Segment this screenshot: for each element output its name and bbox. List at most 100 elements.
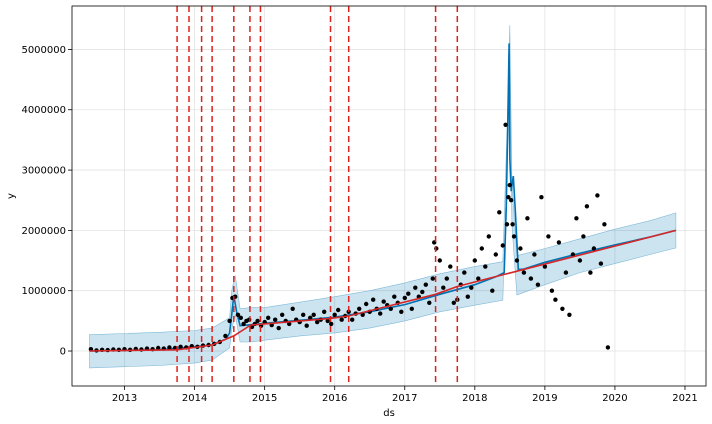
observed-point — [528, 276, 534, 281]
observed-point — [336, 307, 341, 313]
observed-point — [448, 264, 453, 269]
observed-point — [500, 243, 505, 248]
observed-point — [399, 309, 404, 314]
y-tick-label: 3000000 — [21, 166, 66, 177]
observed-point — [472, 258, 477, 263]
observed-point — [371, 297, 376, 302]
observed-point — [479, 246, 484, 251]
observed-point — [406, 291, 411, 296]
observed-point — [325, 318, 330, 324]
observed-point — [507, 182, 512, 188]
observed-point — [588, 270, 593, 275]
observed-point — [235, 312, 241, 317]
observed-point — [497, 210, 502, 215]
observed-point — [223, 333, 228, 339]
observed-point — [273, 317, 278, 322]
observed-point — [553, 297, 558, 302]
observed-point — [357, 306, 362, 311]
x-tick-label: 2014 — [182, 393, 207, 404]
observed-point — [483, 264, 488, 269]
observed-point — [577, 258, 583, 263]
observed-point — [423, 282, 428, 287]
observed-point — [602, 222, 607, 227]
trend-line-layer — [89, 229, 677, 352]
x-tick-label: 2020 — [602, 393, 627, 404]
observed-point — [506, 195, 511, 200]
observed-point — [315, 319, 320, 325]
observed-point — [539, 195, 544, 200]
observed-point — [574, 216, 579, 221]
observed-point — [584, 204, 590, 209]
observed-point — [301, 312, 306, 317]
observed-point — [364, 301, 369, 307]
observed-point — [304, 323, 309, 328]
observed-point — [509, 198, 514, 203]
observed-point — [570, 252, 576, 257]
observed-point — [521, 270, 527, 275]
observed-point — [420, 289, 425, 295]
observed-point — [532, 252, 537, 257]
observed-point — [535, 282, 541, 287]
y-tick-label: 4000000 — [21, 105, 66, 116]
observed-point — [598, 261, 604, 266]
observed-point — [339, 317, 344, 322]
x-axis-label: ds — [383, 408, 395, 419]
x-tick-label: 2019 — [532, 393, 557, 404]
observed-point — [437, 258, 442, 263]
y-tick-label: 1000000 — [21, 286, 66, 297]
observed-point — [388, 306, 393, 311]
observed-point — [581, 234, 586, 239]
forecast-line — [89, 43, 677, 352]
observed-point — [381, 299, 386, 304]
observed-point — [227, 318, 232, 324]
observed-point — [360, 312, 365, 317]
observed-point — [402, 295, 407, 301]
observed-points-layer — [88, 122, 611, 353]
observed-point — [493, 252, 498, 257]
observed-point — [329, 321, 334, 327]
observed-point — [409, 306, 414, 311]
y-axis-ticks: 0 1000000 2000000 3000000 4000000 5000000 — [21, 45, 72, 358]
observed-point — [280, 312, 285, 317]
x-tick-label: 2013 — [112, 393, 137, 404]
observed-point — [241, 321, 246, 327]
x-axis-ticks: 2013 2014 2015 2016 2017 2018 2019 2020 2021 — [112, 386, 698, 404]
observed-point — [567, 312, 572, 317]
observed-point — [605, 345, 611, 350]
trend-line — [89, 229, 677, 352]
observed-point — [378, 311, 383, 316]
changepoint-lines-layer — [176, 6, 459, 386]
observed-point — [546, 234, 551, 239]
observed-point — [556, 240, 562, 245]
observed-point — [542, 264, 548, 269]
observed-point — [595, 193, 600, 198]
observed-point — [287, 321, 292, 327]
observed-point — [255, 318, 260, 324]
observed-point — [465, 294, 470, 299]
observed-point — [525, 216, 530, 221]
observed-point — [266, 315, 271, 320]
observed-point — [430, 276, 435, 281]
observed-point — [476, 276, 481, 281]
observed-point — [462, 270, 467, 275]
observed-point — [311, 312, 316, 317]
gridlines — [72, 6, 706, 386]
observed-point — [322, 309, 327, 314]
x-tick-label: 2015 — [252, 393, 277, 404]
observed-point — [511, 234, 517, 239]
observed-point — [560, 306, 565, 311]
y-tick-label: 2000000 — [21, 226, 66, 237]
observed-point — [591, 246, 597, 251]
plot-area — [72, 6, 706, 386]
observed-point — [451, 300, 456, 305]
observed-point — [514, 258, 520, 263]
x-tick-label: 2017 — [392, 393, 417, 404]
observed-point — [413, 285, 418, 290]
x-tick-label: 2018 — [462, 393, 487, 404]
x-tick-label: 2021 — [672, 393, 697, 404]
observed-point — [469, 285, 474, 290]
observed-point — [332, 312, 337, 317]
observed-point — [549, 288, 555, 293]
forecast-line-layer — [89, 43, 677, 352]
